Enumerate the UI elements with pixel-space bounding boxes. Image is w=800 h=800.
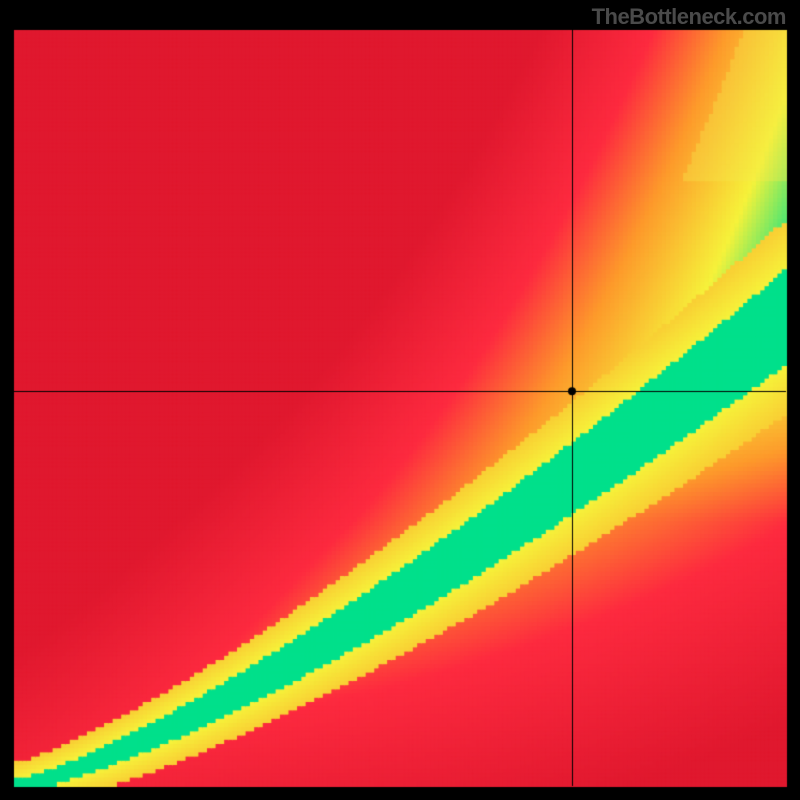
bottleneck-heatmap-canvas [0, 0, 800, 800]
chart-container: TheBottleneck.com [0, 0, 800, 800]
watermark-label: TheBottleneck.com [592, 4, 786, 30]
